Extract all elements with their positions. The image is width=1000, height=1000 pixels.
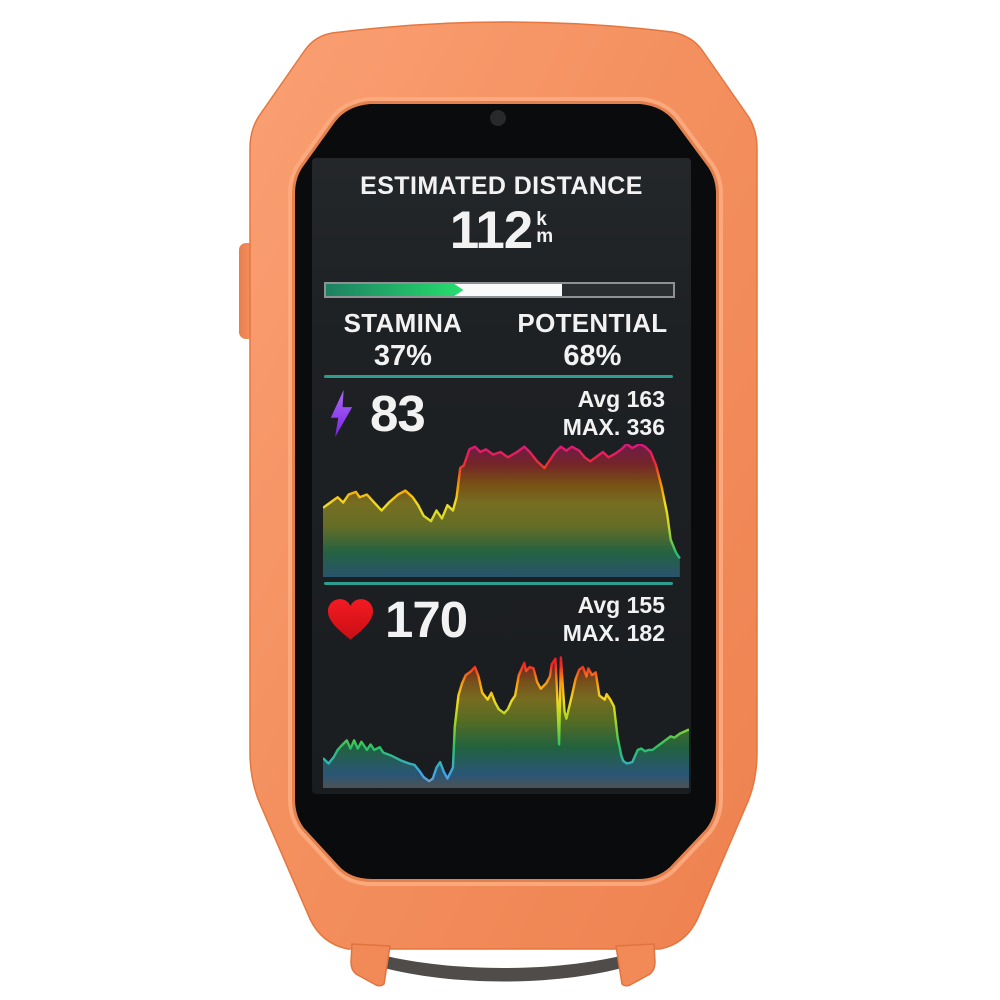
heart-rate-value: 170 [385,590,468,648]
page-title: ESTIMATED DISTANCE [360,172,643,200]
stamina-label: STAMINA [343,308,463,338]
distance-unit-top: k [536,209,547,230]
distance-unit: k m [536,209,554,248]
lightning-bolt-icon [330,389,353,437]
estimated-distance-value: 112 k m [312,204,691,257]
power-metric-row: 83 Avg 163 MAX. 336 [328,384,665,442]
section-divider [324,375,673,378]
progress-fill-stamina [326,284,463,296]
heart-rate-chart [323,652,689,788]
touchscreen[interactable]: ESTIMATED DISTANCE 112 k m STAMINA POTEN… [312,158,691,794]
power-value: 83 [370,384,426,442]
light-sensor-icon [490,110,506,126]
potential-value: 68% [563,340,622,372]
heart-rate-max: MAX. 182 [562,620,665,646]
heart-rate-avg: Avg 155 [577,591,665,618]
mount-tab [364,950,642,982]
heart-icon [328,598,373,640]
power-chart [323,444,689,577]
power-avg-max: Avg 163 MAX. 336 [563,385,665,441]
heart-rate-metric-row: 170 Avg 155 MAX. 182 [328,590,665,648]
case-flap-left [350,943,391,987]
case-flap-right [615,943,656,987]
power-avg: Avg 163 [577,385,665,412]
distance-number: 112 [449,201,534,260]
metric-values-row: 37% 68% [312,340,691,373]
distance-unit-bottom: m [536,226,554,248]
heart-rate-avg-max: Avg 155 MAX. 182 [563,591,665,647]
potential-label: POTENTIAL [517,308,668,338]
power-max: MAX. 336 [562,414,665,440]
metric-labels-row: STAMINA POTENTIAL [312,308,691,339]
stamina-progress-bar [324,282,675,298]
stamina-value: 37% [373,340,432,372]
section-divider [324,582,673,585]
